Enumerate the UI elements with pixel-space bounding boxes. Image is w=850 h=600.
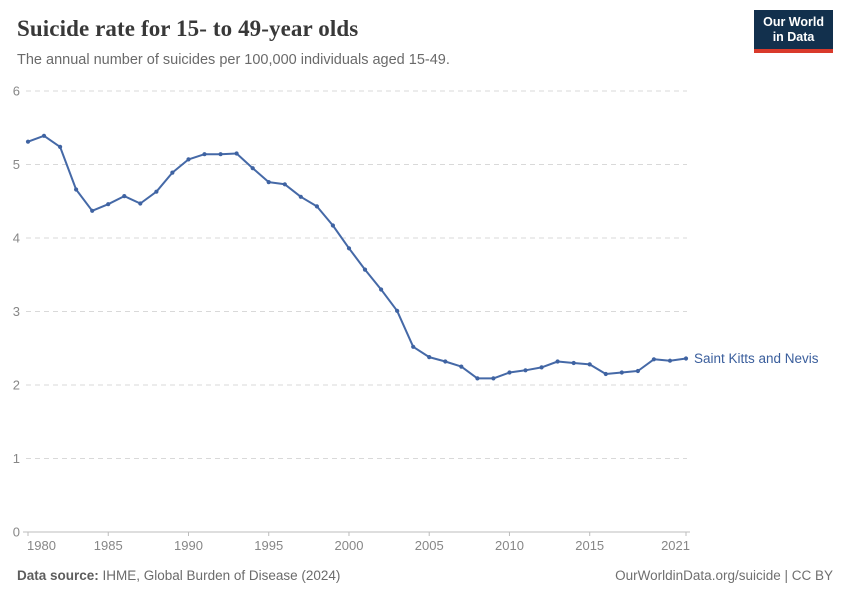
x-tick-label-1985: 1985	[94, 538, 123, 553]
data-point-1989	[170, 170, 175, 175]
data-point-2013	[555, 359, 560, 364]
y-tick-label-2: 2	[13, 378, 20, 393]
data-point-2002	[379, 287, 384, 292]
data-point-1990	[186, 157, 191, 162]
owid-attribution-link[interactable]: OurWorldinData.org/suicide | CC BY	[615, 568, 833, 583]
data-point-1982	[58, 144, 63, 149]
data-point-2016	[603, 371, 608, 377]
data-point-1992	[218, 152, 223, 157]
data-point-1983	[74, 187, 79, 192]
data-point-1987	[138, 201, 143, 206]
data-point-1999	[330, 223, 335, 228]
page-subtitle: The annual number of suicides per 100,00…	[17, 51, 450, 68]
y-tick-label-0: 0	[13, 525, 20, 540]
y-tick-label-3: 3	[13, 304, 20, 319]
data-point-2001	[362, 267, 368, 272]
y-tick-label-1: 1	[13, 451, 20, 466]
x-tick-label-2000: 2000	[335, 538, 364, 553]
data-point-2006	[443, 359, 448, 364]
data-point-2004	[411, 344, 416, 349]
data-point-2019	[651, 357, 657, 362]
x-tick-label-2015: 2015	[575, 538, 604, 553]
data-point-2008	[475, 376, 480, 381]
data-point-1994	[250, 166, 255, 171]
data-point-2009	[491, 376, 496, 381]
data-point-1981	[41, 133, 47, 138]
data-point-2012	[539, 365, 544, 370]
data-point-2010	[507, 370, 512, 375]
line-chart-svg[interactable]: 0 1 2 3 4 5 6 1980 1985 1990 1995 2000 2005 2010 2015 2…	[0, 84, 850, 560]
data-source-text: IHME, Global Burden of Disease (2024)	[98, 568, 341, 583]
chart-footer: Data source: IHME, Global Burden of Dise…	[17, 568, 833, 583]
data-point-1993	[234, 151, 239, 156]
data-point-1997	[298, 194, 303, 199]
data-point-2005	[427, 355, 432, 360]
data-point-1984	[90, 208, 95, 213]
data-point-2007	[459, 364, 464, 369]
data-point-2003	[395, 308, 400, 313]
owid-logo[interactable]: Our World in Data	[754, 10, 833, 53]
data-point-1996	[282, 182, 287, 187]
data-point-1995	[266, 180, 271, 185]
data-point-1991	[202, 152, 207, 157]
y-tick-label-4: 4	[13, 231, 20, 246]
data-point-1985	[106, 202, 111, 207]
data-source-label: Data source:	[17, 568, 99, 583]
x-tick-label-2005: 2005	[415, 538, 444, 553]
owid-logo-line2: in Data	[772, 30, 815, 44]
x-tick-label-1980: 1980	[27, 538, 56, 553]
line-chart[interactable]: 0 1 2 3 4 5 6 1980 1985 1990 1995 2000 2005 2010 2015 2…	[0, 84, 850, 560]
x-tick-label-2010: 2010	[495, 538, 524, 553]
y-tick-label-6: 6	[13, 85, 20, 99]
data-point-1988	[154, 189, 159, 194]
y-tick-label-5: 5	[13, 157, 20, 172]
series-line	[27, 134, 687, 380]
x-tick-label-1990: 1990	[174, 538, 203, 553]
data-point-2011	[523, 368, 528, 373]
series-label[interactable]: Saint Kitts and Nevis	[694, 351, 819, 366]
data-point-2000	[346, 246, 352, 251]
data-point-2018	[635, 368, 641, 374]
data-point-2017	[619, 370, 624, 375]
owid-logo-line1: Our World	[763, 15, 824, 29]
page-title: Suicide rate for 15- to 49-year olds	[17, 16, 359, 41]
x-tick-label-1995: 1995	[254, 538, 283, 553]
data-point-1998	[314, 204, 319, 209]
chart-header: Suicide rate for 15- to 49-year olds The…	[17, 14, 750, 70]
data-point-2021	[683, 356, 689, 361]
data-source: Data source: IHME, Global Burden of Dise…	[17, 568, 340, 583]
data-point-1980	[25, 139, 31, 144]
data-point-2015	[587, 362, 592, 367]
data-point-2014	[571, 360, 576, 366]
x-tick-label-2021: 2021	[661, 538, 690, 553]
data-point-2020	[667, 358, 673, 363]
data-point-1986	[122, 194, 127, 199]
